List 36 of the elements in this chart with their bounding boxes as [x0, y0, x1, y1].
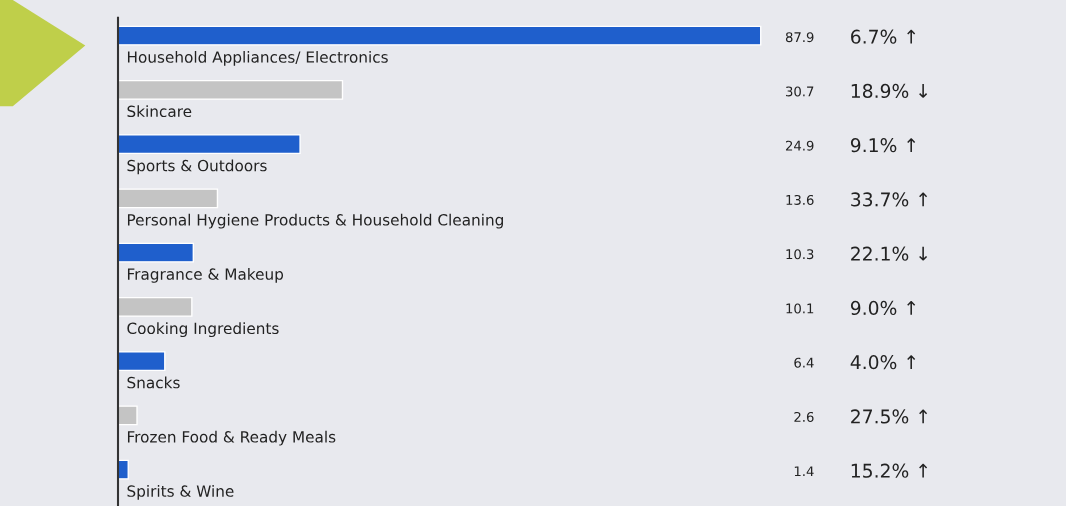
bar	[118, 351, 166, 372]
bar	[118, 134, 301, 155]
data-label: 10.1	[786, 303, 814, 314]
y-tick-label: Fragrance & Makeup	[127, 268, 284, 283]
data-label: 87.9	[785, 32, 814, 43]
y-tick-label: Snacks	[127, 376, 180, 389]
data-label: 10.3	[786, 249, 814, 260]
y-tick-label: Spirits & Wine	[127, 485, 234, 500]
y-tick-label: Sports & Outdoors	[127, 159, 267, 175]
bar	[118, 242, 195, 263]
bar	[118, 25, 762, 46]
y-tick-label: Household Appliances/ Electronics	[127, 51, 388, 66]
data-label: 2.6	[794, 411, 814, 422]
data-label: 24.9	[785, 140, 814, 151]
text: 15.2% ↑	[851, 463, 928, 478]
text: 9.0% ↑	[850, 300, 916, 316]
y-tick-label: Personal Hygiene Products & Household Cleaning	[127, 213, 503, 229]
data-label: 6.4	[794, 357, 814, 368]
bar	[118, 405, 138, 426]
y-tick-label: Cooking Ingredients	[127, 322, 279, 338]
text: 33.7% ↑	[851, 192, 928, 207]
data-label: 13.6	[786, 194, 814, 205]
bar	[118, 79, 344, 100]
text: 18.9% ↓	[851, 83, 928, 99]
bar	[118, 459, 129, 480]
bar	[118, 296, 193, 317]
text: 27.5% ↑	[851, 409, 928, 424]
bar	[118, 188, 219, 209]
text: 9.1% ↑	[850, 138, 916, 153]
data-label: 30.7	[786, 86, 814, 97]
y-tick-label: Skincare	[127, 105, 192, 118]
text: 4.0% ↑	[850, 355, 916, 370]
data-label: 1.4	[794, 466, 814, 476]
text: 6.7% ↑	[851, 29, 916, 44]
text: 22.1% ↓	[851, 246, 928, 261]
y-tick-label: Frozen Food & Ready Meals	[127, 430, 336, 446]
